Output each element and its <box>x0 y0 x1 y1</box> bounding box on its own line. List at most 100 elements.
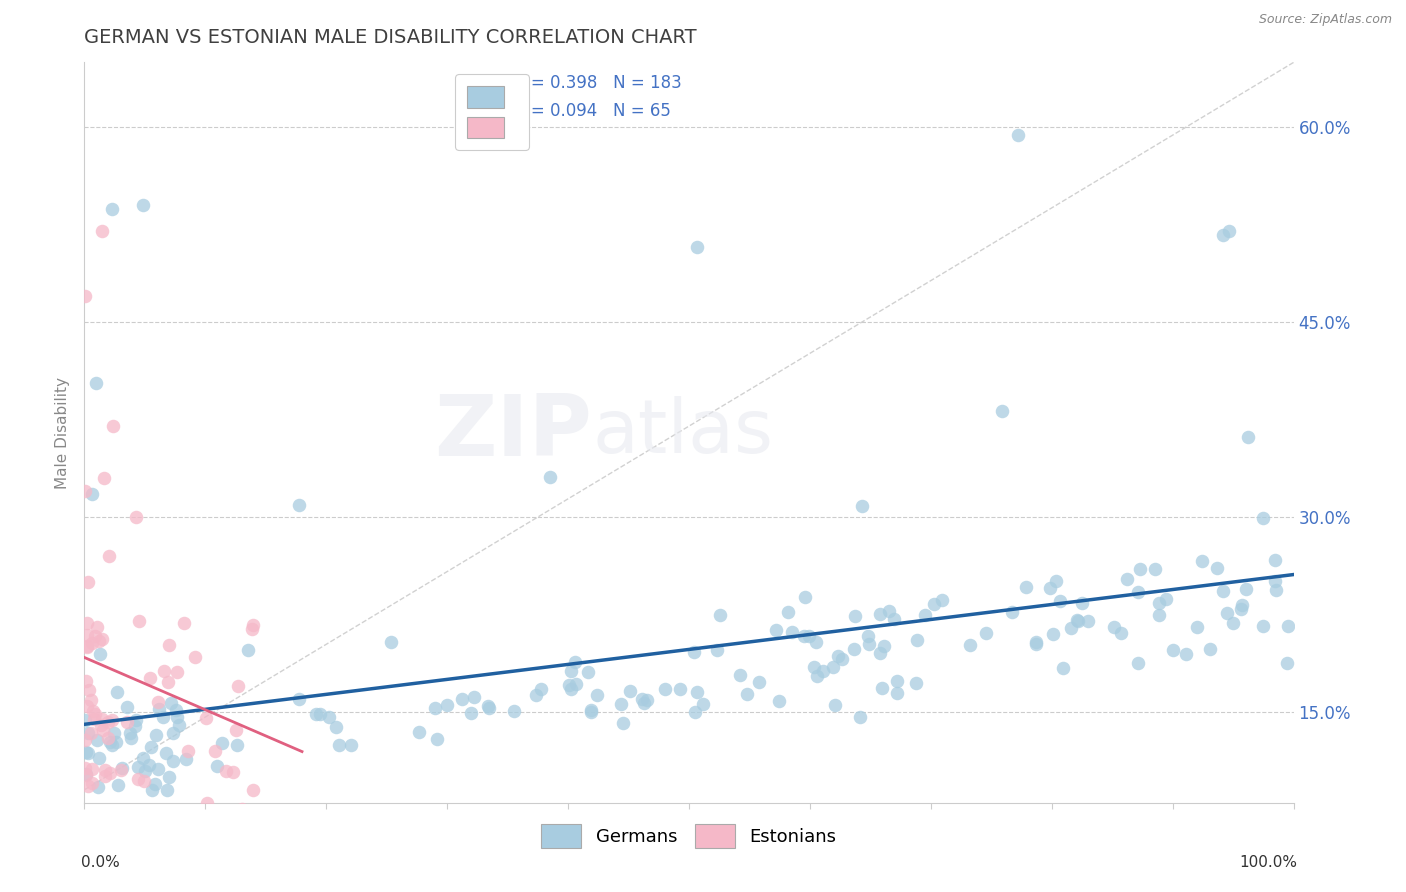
Point <box>84 629 107 643</box>
Point <box>974 626 997 640</box>
Point <box>76 628 98 642</box>
Point <box>120 731 142 745</box>
Point <box>619 684 641 698</box>
Point <box>75 745 97 759</box>
Text: atlas: atlas <box>592 396 773 469</box>
Point <box>804 634 827 648</box>
Point <box>91 632 114 647</box>
Point <box>831 652 853 666</box>
Point <box>125 510 148 524</box>
Point <box>1264 574 1286 588</box>
Point <box>80 762 103 776</box>
Point <box>806 669 828 683</box>
Point <box>793 590 815 604</box>
Point <box>103 726 125 740</box>
Point <box>86 780 108 794</box>
Point <box>157 638 180 652</box>
Point <box>905 675 928 690</box>
Point <box>288 498 311 512</box>
Point <box>1128 585 1150 599</box>
Point <box>709 608 731 623</box>
Point <box>91 723 114 737</box>
Point <box>560 665 582 679</box>
Point <box>225 723 247 737</box>
Point <box>76 779 98 793</box>
Point <box>288 691 311 706</box>
Point <box>1001 606 1024 620</box>
Point <box>1154 591 1177 606</box>
Point <box>76 640 98 654</box>
Point <box>524 688 547 702</box>
Point <box>1237 430 1260 444</box>
Point <box>1116 573 1139 587</box>
Point <box>98 735 121 749</box>
Point <box>560 681 582 696</box>
Point <box>1218 224 1240 238</box>
Point <box>1251 618 1274 632</box>
Point <box>793 629 815 643</box>
Point <box>1230 598 1253 612</box>
Point <box>856 629 879 643</box>
Point <box>76 726 98 740</box>
Point <box>869 646 891 660</box>
Point <box>162 726 184 740</box>
Point <box>89 751 111 765</box>
Point <box>184 650 207 665</box>
Point <box>436 698 458 713</box>
Point <box>886 674 908 689</box>
Point <box>1212 227 1234 242</box>
Point <box>194 711 217 725</box>
Point <box>242 617 264 632</box>
Point <box>124 719 146 733</box>
Point <box>811 664 834 678</box>
Point <box>101 738 124 752</box>
Point <box>842 642 865 657</box>
Point <box>83 707 105 722</box>
Text: ZIP: ZIP <box>434 391 592 475</box>
Point <box>686 685 709 699</box>
Point <box>631 692 654 706</box>
Point <box>73 713 96 727</box>
Point <box>1185 620 1208 634</box>
Point <box>1222 615 1244 630</box>
Point <box>94 764 117 778</box>
Point <box>991 404 1014 418</box>
Point <box>176 744 198 758</box>
Point <box>1025 635 1047 649</box>
Point <box>1052 661 1074 675</box>
Point <box>1147 608 1170 623</box>
Point <box>503 704 526 718</box>
Point <box>205 758 228 772</box>
Point <box>1229 602 1251 616</box>
Point <box>931 593 953 607</box>
Point <box>579 706 602 720</box>
Point <box>1191 553 1213 567</box>
Point <box>558 677 581 691</box>
Point <box>221 765 243 780</box>
Point <box>478 700 501 714</box>
Point <box>858 637 880 651</box>
Point <box>1265 582 1288 597</box>
Point <box>143 777 166 791</box>
Point <box>105 685 128 699</box>
Point <box>125 713 148 727</box>
Point <box>73 289 96 303</box>
Point <box>80 487 103 501</box>
Point <box>1264 553 1286 567</box>
Point <box>101 714 124 728</box>
Point <box>111 761 134 775</box>
Point <box>914 608 936 623</box>
Point <box>80 693 103 707</box>
Text: R = 0.398   N = 183: R = 0.398 N = 183 <box>513 74 682 92</box>
Point <box>115 714 138 729</box>
Point <box>93 769 115 783</box>
Point <box>1067 614 1090 628</box>
Point <box>633 696 655 710</box>
Point <box>827 648 849 663</box>
Point <box>91 224 114 238</box>
Point <box>90 712 112 726</box>
Point <box>165 703 187 717</box>
Point <box>1025 637 1047 651</box>
Point <box>132 198 155 212</box>
Point <box>308 706 330 721</box>
